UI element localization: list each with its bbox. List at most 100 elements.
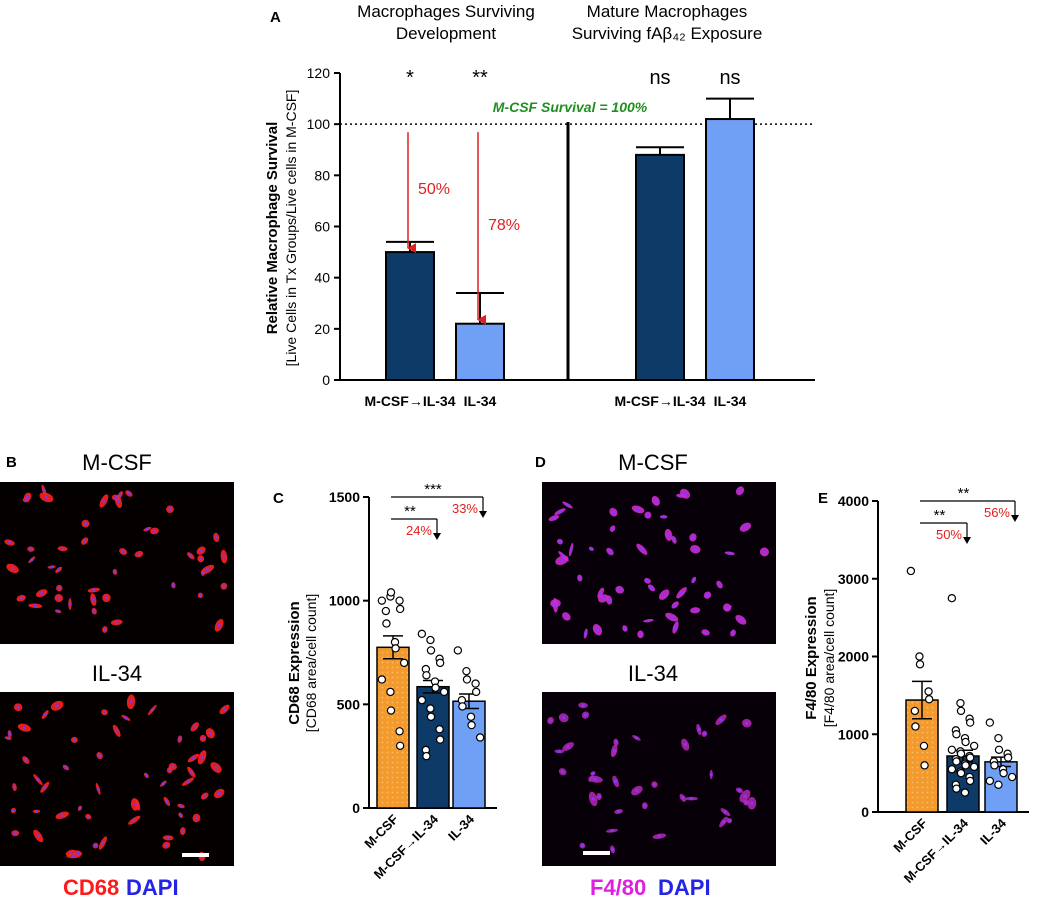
panel-b-top-nucleus <box>171 583 176 587</box>
panel-d-bottom-nucleus <box>580 844 585 848</box>
panel-d-top-nucleus <box>608 549 612 554</box>
panel-e-data-point <box>965 753 975 762</box>
panel-c-data-point <box>399 658 409 668</box>
panel-e-data-point <box>920 761 929 770</box>
panel-d-top-nucleus <box>607 598 611 602</box>
panel-d-top-nucleus <box>618 588 622 592</box>
panel-c-comparison-arrowhead <box>479 511 487 518</box>
panel-e-data-point <box>952 757 961 766</box>
panel-e-ytick-label: 1000 <box>838 726 869 742</box>
panel-b-top-nucleus <box>152 529 157 533</box>
panel-b-top-nucleus <box>30 558 34 562</box>
panel-d-bottom-nucleus <box>634 736 639 740</box>
panel-c-data-point <box>431 683 440 692</box>
panel-b-top-nucleus <box>102 499 106 503</box>
panel-b-bottom-nucleus <box>34 809 39 813</box>
panel-b-top-nucleus <box>57 596 61 600</box>
panel-b-bottom-nucleus <box>16 705 20 709</box>
panel-b-top-nucleus <box>92 609 96 613</box>
panel-c-ytick-label: 500 <box>337 696 361 712</box>
panel-e-data-point <box>919 741 929 751</box>
panel-c-comparison-significance: ** <box>404 503 416 520</box>
panel-d-bottom-nucleus <box>697 727 701 732</box>
panel-d-top-nucleus <box>645 579 650 583</box>
panel-b-top-nucleus <box>116 499 120 504</box>
panel-c-data-point <box>382 619 391 628</box>
panel-a-bar <box>385 251 435 381</box>
panel-b-top-nucleus <box>145 527 149 531</box>
panel-a-ytick-label: 20 <box>314 321 330 337</box>
panel-d-top-nucleus <box>564 614 568 619</box>
panel-e-data-point <box>947 593 957 603</box>
panel-c-ylabel: CD68 Expression <box>286 601 303 724</box>
panel-d-top-nucleus <box>561 554 566 558</box>
panel-e-ylabel-sub: [F4/80 area/cell count] <box>821 589 837 728</box>
panel-d-top-nucleus <box>595 628 600 632</box>
panel-c-ytick-label: 1500 <box>329 489 360 505</box>
panel-b-top-nucleus <box>137 552 141 556</box>
panel-b-top-nucleus <box>199 549 203 553</box>
panel-d-top-nucleus <box>654 499 658 503</box>
panel-e-data-point <box>924 695 934 704</box>
panel-c-data-point <box>422 671 431 680</box>
panel-b-top-label: M-CSF <box>82 450 152 475</box>
panel-c-data-point <box>426 712 436 721</box>
panel-b-bottom-nucleus <box>129 700 133 704</box>
panel-b-top-nucleus <box>104 596 109 600</box>
panel-c-data-point <box>395 741 405 751</box>
panel-e-data-point <box>969 741 979 751</box>
panel-a-group1-title-line2: Development <box>396 24 496 43</box>
panel-d-top-nucleus <box>636 507 640 511</box>
panel-b-bottom-nucleus <box>222 707 227 712</box>
panel-b-top-nucleus <box>113 570 117 574</box>
panel-b-bottom-nucleus <box>43 785 47 789</box>
panel-b-bottom-nucleus <box>6 736 10 740</box>
panel-d-top-nucleus <box>679 591 684 595</box>
panel-d-bottom-nucleus <box>709 772 713 777</box>
panel-letter-b: B <box>6 454 17 471</box>
panel-b-top-nucleus <box>114 495 118 500</box>
panel-c-comparison-significance: *** <box>424 481 442 498</box>
panel-b-top-nucleus <box>83 539 87 543</box>
panel-b-bottom-nucleus <box>60 813 64 817</box>
panel-b-bottom-nucleus <box>144 773 149 777</box>
panel-d-top-nucleus <box>558 510 562 514</box>
panel-e-data-point <box>956 698 965 708</box>
panel-e-data-point <box>961 737 970 747</box>
panel-d-bottom-nucleus <box>593 777 598 781</box>
panel-e-data-point <box>947 745 957 755</box>
panel-a-ytick-label: 0 <box>322 372 330 388</box>
panel-b-bottom-nucleus <box>194 816 199 820</box>
panel-c-data-point <box>386 687 395 697</box>
panel-d-top-cells <box>548 486 769 639</box>
panel-c-comparison-arrowhead <box>433 533 441 540</box>
panel-b-bottom-nucleus <box>179 813 183 817</box>
panel-d-top-label: M-CSF <box>618 450 688 475</box>
panel-b-bottom-nucleus <box>101 841 105 845</box>
panel-d-bottom-nucleus <box>745 721 749 725</box>
panel-d-top-nucleus <box>553 603 557 607</box>
panel-c-data-point <box>462 675 472 684</box>
panel-b-bottom-nucleus <box>200 755 204 759</box>
panel-b-bottom-nucleus <box>161 782 165 786</box>
panel-d-bottom-label: IL-34 <box>628 661 678 686</box>
panel-e-data-point <box>1007 772 1017 782</box>
panel-e-data-point <box>956 749 966 758</box>
panel-c-data-point <box>475 733 485 742</box>
panel-c-data-point <box>439 687 449 697</box>
panel-d-bottom-nucleus <box>597 794 601 799</box>
panel-d-top-nucleus <box>558 540 562 544</box>
panel-e-data-point <box>994 745 1004 755</box>
panel-a-ytick-label: 80 <box>314 167 330 183</box>
panel-b-bottom-nucleus <box>164 843 168 847</box>
panel-a-reference-label: M-CSF Survival = 100% <box>493 99 648 115</box>
panel-b-bottom-nucleus <box>217 791 221 796</box>
panel-e-data-point <box>965 776 975 786</box>
panel-d-bottom-nucleus <box>743 794 747 798</box>
panel-e-data-point <box>956 768 966 778</box>
panel-d-bottom-nucleus <box>723 810 728 814</box>
panel-b-top-nucleus <box>33 604 37 608</box>
panel-e-comparison-percent: 56% <box>984 505 1010 520</box>
